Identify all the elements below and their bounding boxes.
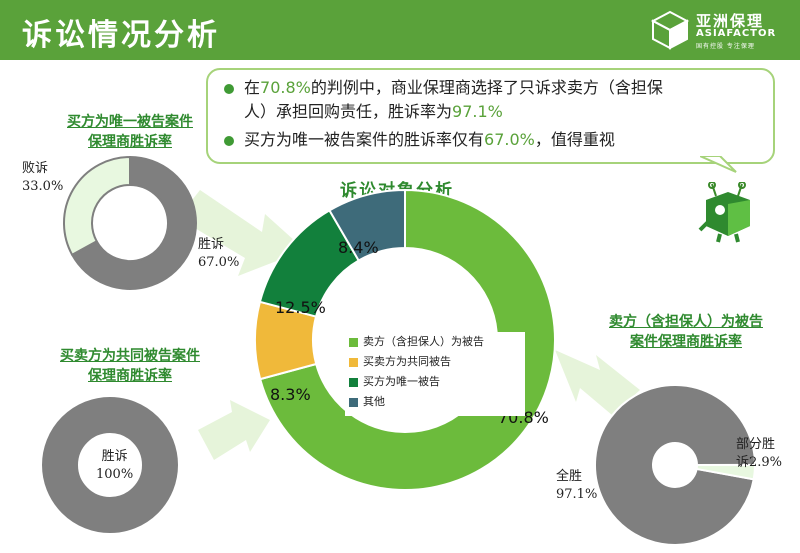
logo-subtitle: 国有控股 专注保理 [696,43,755,50]
arrow-bottom-left [198,400,270,460]
mascot-icon [698,182,750,243]
cube-logo-icon [650,10,690,50]
tl-win-label: 胜诉 67.0% [198,237,240,270]
logo-english-name: ASIAFACTOR [696,28,777,39]
bullet-1: 在70.8%的判例中，商业保理商选择了只诉求卖方（含担保 [224,76,663,100]
arrow-right [555,350,640,415]
legend-swatch [349,377,358,387]
company-logo: 亚洲保理 ASIAFACTOR 国有控股 专注保理 [650,8,775,53]
legend-item-joint: 买卖方为共同被告 [349,354,451,370]
slice-r-partial [695,463,757,481]
slice-r-full [594,383,757,546]
top-left-chart-title: 买方为唯一被告案件 保理商胜诉率 [67,114,193,150]
logo-chinese-name: 亚洲保理 [696,12,765,30]
summary-callout: 在70.8%的判例中，商业保理商选择了只诉求卖方（含担保 人）承担回购责任，胜诉… [206,68,775,164]
arrow-top-left [178,190,305,276]
bullet-dot-icon [224,83,234,94]
right-chart-title: 卖方（含担保人）为被告 案件保理商胜诉率 [609,314,763,350]
legend-item-buyer: 买方为唯一被告 [349,374,440,390]
tl-lose-label: 败诉 33.0% [22,161,64,194]
legend-swatch [349,357,358,367]
right-donut-chart [594,383,757,546]
data-label-other: 8.4% [338,238,379,257]
top-left-donut-chart [63,155,197,290]
data-label-joint: 8.3% [270,385,311,404]
r-partial-label: 部分胜 诉2.9% [736,437,783,470]
legend-item-other: 其他 [349,394,385,410]
callout-tail [700,156,737,173]
slice-other [328,188,406,262]
legend-item-seller: 卖方（含担保人）为被告 [349,334,484,350]
main-chart-legend: 卖方（含担保人）为被告 买卖方为共同被告 买方为唯一被告 其他 [345,332,525,416]
bullet-1-cont: 人）承担回购责任，胜诉率为97.1% [244,102,503,121]
bl-win-label: 胜诉 100% [96,449,134,482]
slice-tl-lose [63,155,131,257]
r-full-label: 全胜 97.1% [556,469,598,502]
data-label-buyer: 12.5% [275,298,326,317]
slice-tl-win [70,155,197,290]
page-title: 诉讼情况分析 [22,18,220,53]
bottom-left-donut-chart [42,397,178,533]
slice-bl-win [42,397,178,533]
bullet-dot-icon [224,135,234,146]
legend-swatch [349,397,358,407]
bullet-2: 买方为唯一被告案件的胜诉率仅有67.0%，值得重视 [224,128,615,152]
bottom-left-chart-title: 买卖方为共同被告案件 保理商胜诉率 [60,348,200,384]
legend-swatch [349,337,358,347]
header-bar: 诉讼情况分析 亚洲保理 ASIAFACTOR 国有控股 专注保理 [0,0,800,60]
